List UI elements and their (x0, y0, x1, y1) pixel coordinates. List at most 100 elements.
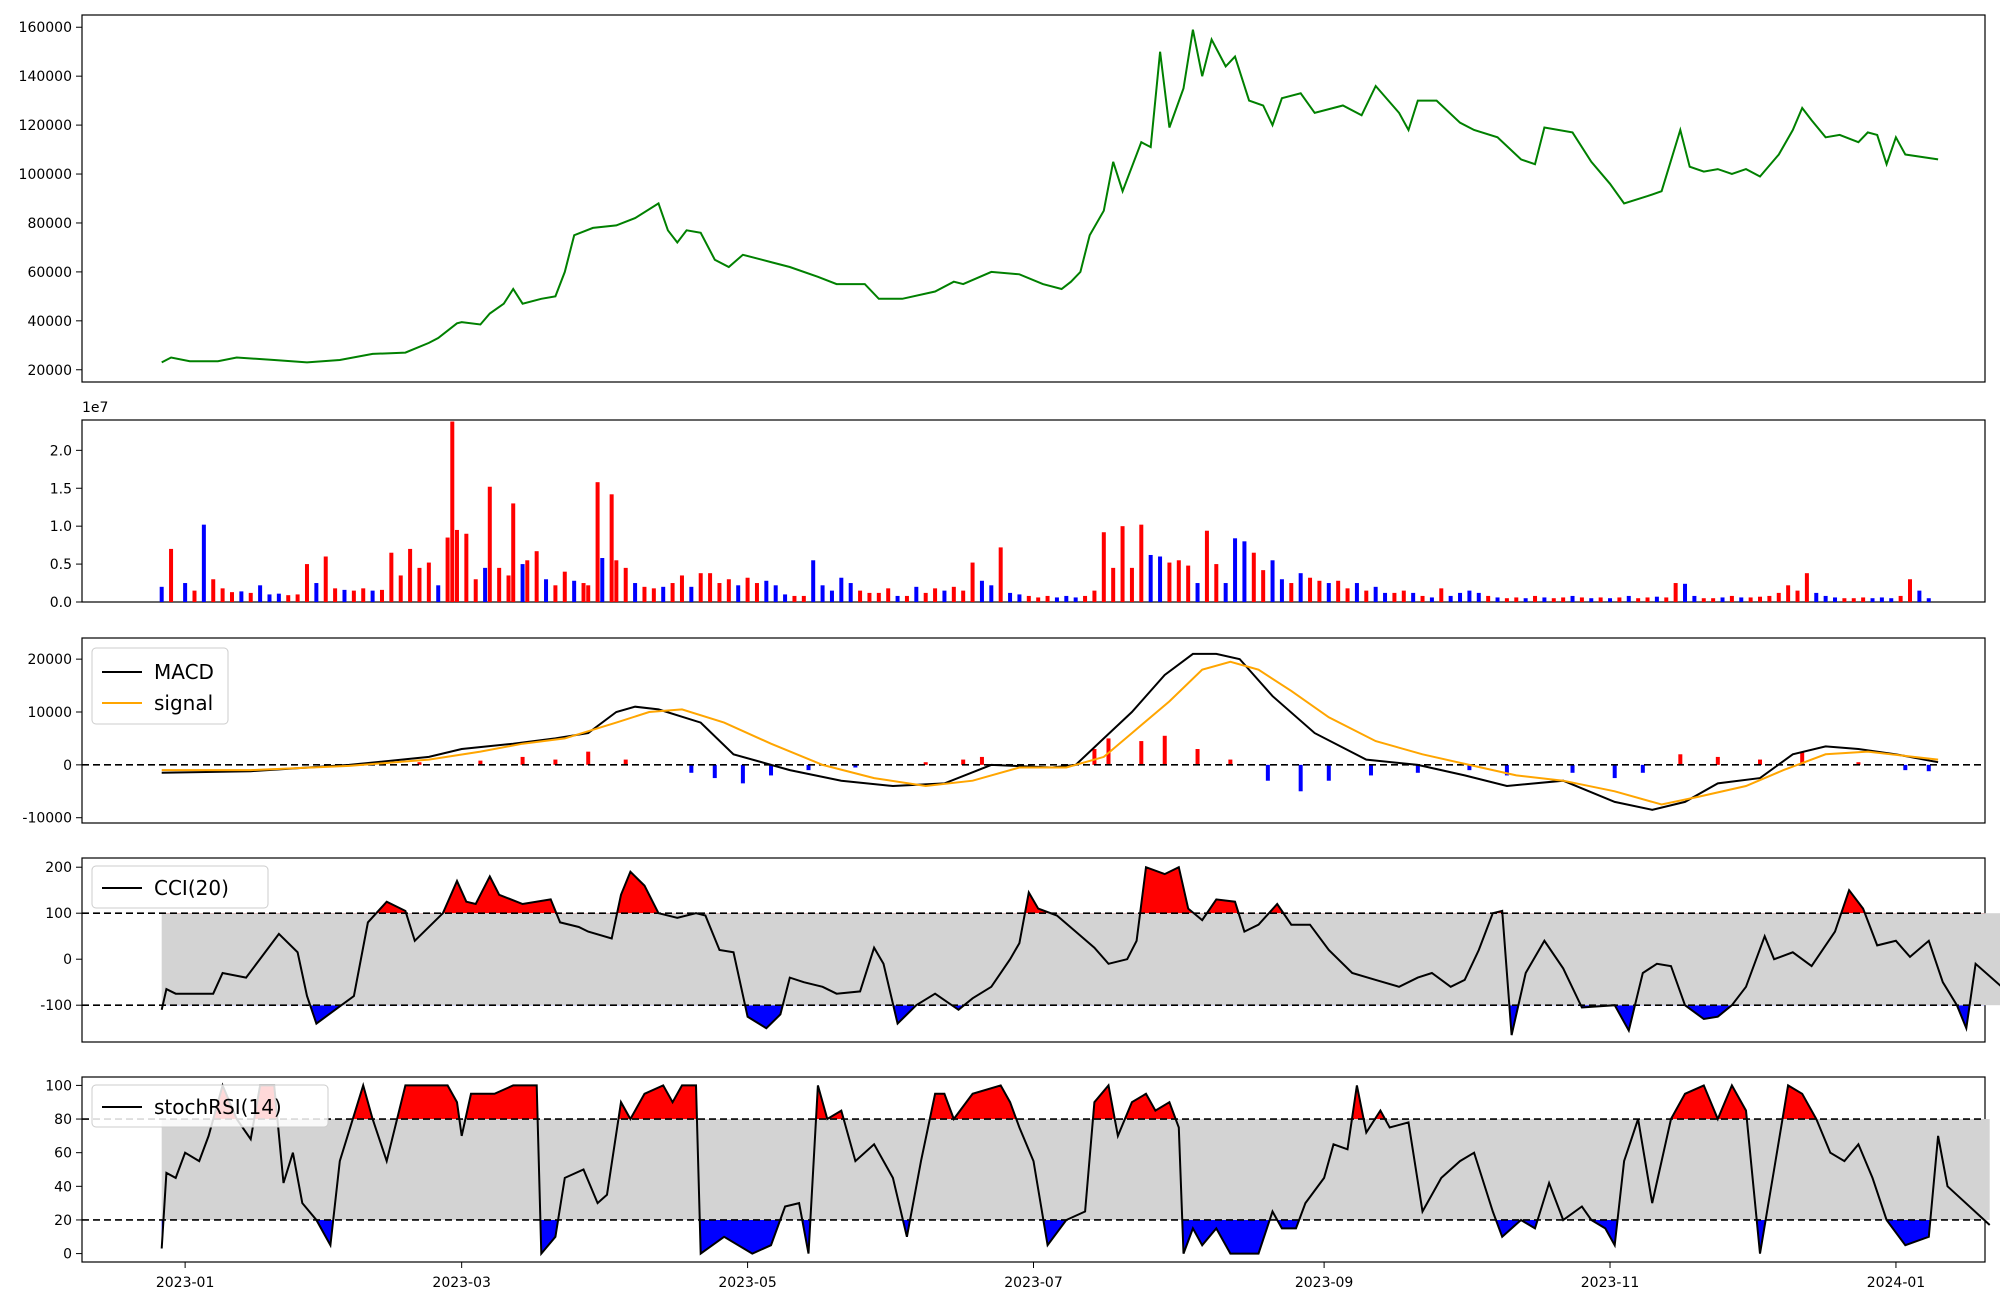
volume-bar (1523, 598, 1528, 602)
macd-legend-label: MACD (154, 660, 214, 684)
volume-bar (708, 573, 713, 602)
macd-histogram-bar (689, 764, 694, 773)
volume-bar (229, 592, 234, 602)
volume-bar (572, 580, 577, 602)
volume-bar (1739, 597, 1744, 602)
x-axis-tick-label: 2023-01 (156, 1275, 215, 1291)
volume-bar (1833, 597, 1838, 602)
volume-bar (1308, 577, 1313, 602)
volume-bar (1214, 564, 1219, 602)
macd-histogram-bar (1415, 764, 1420, 773)
volume-bar (689, 586, 694, 602)
volume-bar (1045, 595, 1050, 602)
volume-bar (342, 589, 347, 602)
volume-bar (1814, 592, 1819, 602)
macd-histogram-bar (417, 762, 422, 765)
price-axis-ytick-label: 100000 (19, 167, 72, 183)
volume-bar (304, 564, 309, 602)
volume-bar (1926, 598, 1931, 602)
volume-bar (1345, 588, 1350, 602)
volume-bar (497, 567, 502, 602)
volume-bar (876, 592, 881, 602)
volume-bar (1111, 567, 1116, 602)
macd-histogram-bar (623, 759, 628, 765)
volume-bar (562, 571, 567, 602)
volume-bar (1729, 595, 1734, 602)
volume-bar (1373, 586, 1378, 602)
volume-axis-ytick-label: 0.5 (50, 557, 72, 573)
price-axis-ytick-label: 20000 (27, 363, 72, 379)
x-axis-tick-label: 2023-11 (1581, 1275, 1640, 1291)
volume-bar (1589, 598, 1594, 602)
volume-bar (323, 556, 328, 602)
volume-bar (1748, 597, 1753, 602)
volume-bar (1879, 597, 1884, 602)
macd-histogram-bar (1926, 764, 1931, 772)
volume-bar (970, 562, 975, 602)
volume-bar (1823, 595, 1828, 602)
stochrsi-axis-ytick-label: 20 (54, 1213, 72, 1229)
volume-bar (1326, 583, 1331, 602)
volume-bar (1514, 597, 1519, 602)
volume-bar (998, 547, 1003, 602)
macd-histogram-bar (1162, 735, 1167, 765)
macd-histogram-bar (712, 764, 717, 779)
volume-bar (1139, 524, 1144, 602)
macd-histogram-bar (1265, 764, 1270, 781)
volume-bar (1336, 580, 1341, 602)
macd-histogram-bar (1856, 762, 1861, 765)
volume-bar (586, 585, 591, 602)
volume-bar (651, 588, 656, 602)
volume-bar (1204, 530, 1209, 602)
volume-bar (370, 590, 375, 602)
macd-axis-ytick-label: 20000 (27, 652, 72, 668)
stochrsi-band (161, 1119, 1990, 1220)
volume-bar (726, 579, 731, 602)
volume-bar (820, 585, 825, 602)
volume-bar (1195, 583, 1200, 602)
stochrsi-legend (91, 1084, 329, 1128)
volume-bar (839, 577, 844, 602)
price-axis-ytick-label: 120000 (19, 118, 72, 134)
volume-bar (1795, 590, 1800, 602)
volume-bar (1223, 583, 1228, 602)
volume-bar (989, 585, 994, 602)
volume-bar (1026, 595, 1031, 602)
stochrsi-axis-ytick-label: 80 (54, 1112, 72, 1128)
macd-series-signal (161, 660, 1939, 806)
volume-bar (1504, 598, 1509, 602)
volume-bar (764, 580, 769, 602)
price-line (161, 29, 1939, 364)
macd-histogram-bar (478, 760, 483, 765)
volume-bar (267, 594, 272, 602)
volume-bar (1458, 592, 1463, 602)
price-panel-frame (81, 14, 1986, 383)
volume-bar (201, 524, 206, 602)
x-axis-tick-label: 2023-05 (718, 1275, 777, 1291)
volume-bar (1383, 592, 1388, 602)
volume-bar (506, 575, 511, 602)
volume-bar (1289, 583, 1294, 602)
volume-bar (314, 583, 319, 602)
cci-axis-ytick-label: 0 (63, 952, 72, 968)
stochrsi-line (160, 1081, 1991, 1257)
macd-histogram-bar (586, 751, 591, 765)
volume-bar (1570, 595, 1575, 602)
volume-bar (159, 586, 164, 602)
volume-bar (1083, 595, 1088, 602)
volume-bar (1486, 595, 1491, 602)
volume-bar (1898, 595, 1903, 602)
volume-bar (220, 588, 225, 602)
volume-bar (1073, 597, 1078, 602)
macd-histogram-bar (1092, 749, 1097, 765)
volume-bar (1917, 590, 1922, 602)
volume-bar (1701, 598, 1706, 602)
volume-axis-ytick-label: 2.0 (50, 443, 72, 459)
stochrsi-axis-ytick-label: 60 (54, 1146, 72, 1162)
volume-bar (1420, 595, 1425, 602)
volume-bar (745, 577, 750, 602)
volume-bar (520, 564, 525, 602)
volume-axis-ytick-label: 1.5 (50, 481, 72, 497)
volume-bar (867, 592, 872, 602)
